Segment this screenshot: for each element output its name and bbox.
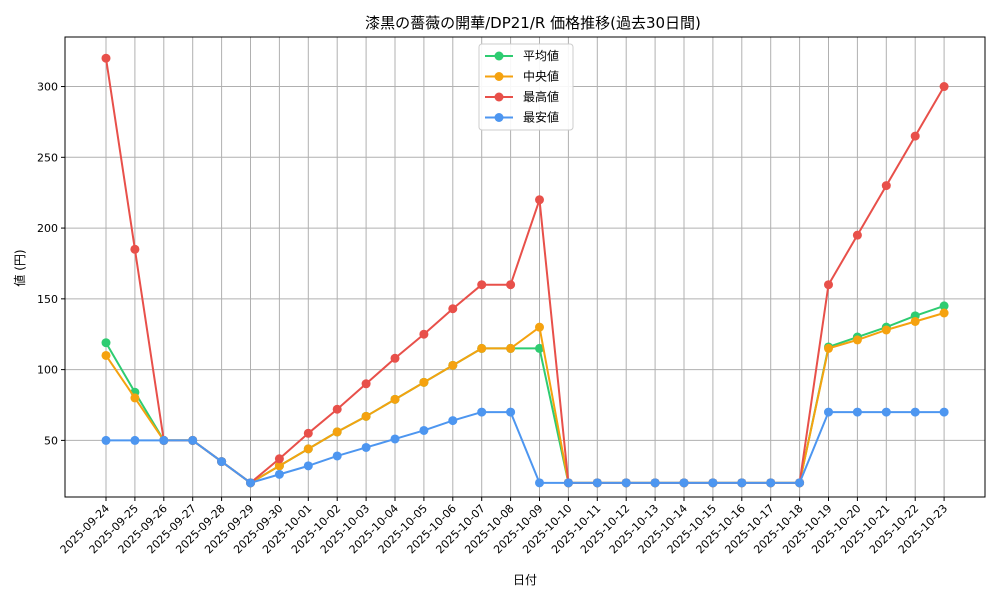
data-point: [159, 435, 169, 445]
data-point: [448, 416, 458, 426]
data-point: [506, 407, 516, 417]
data-point: [303, 461, 313, 471]
data-point: [332, 427, 342, 437]
data-point: [448, 304, 458, 314]
data-point: [852, 230, 862, 240]
y-tick-label: 200: [37, 222, 58, 235]
data-point: [563, 478, 573, 488]
data-point: [592, 478, 602, 488]
y-tick-label: 250: [37, 151, 58, 164]
data-point: [621, 478, 631, 488]
data-point: [246, 478, 255, 488]
data-point: [361, 379, 371, 389]
legend-swatch-marker: [494, 113, 504, 122]
plot-frame: [64, 36, 986, 498]
data-point: [679, 478, 689, 488]
data-point: [101, 338, 111, 348]
legend-entry-label: 中央値: [523, 69, 559, 84]
series-3: [101, 407, 949, 488]
data-point: [852, 407, 862, 417]
data-point: [477, 280, 487, 290]
data-point: [361, 442, 371, 452]
chart-title: 漆黒の薔薇の開華/DP21/R 価格推移(過去30日間): [365, 14, 701, 32]
data-point: [217, 457, 227, 467]
data-point: [101, 53, 111, 63]
data-point: [535, 343, 544, 353]
legend-swatch-marker: [494, 72, 504, 81]
data-point: [910, 131, 920, 141]
data-point: [419, 425, 429, 435]
y-tick-label: 300: [37, 81, 58, 94]
data-point: [824, 280, 833, 290]
data-point: [477, 407, 487, 417]
data-point: [390, 434, 400, 444]
data-point: [535, 478, 544, 488]
data-point: [939, 82, 949, 92]
data-point: [101, 350, 111, 360]
data-point: [274, 461, 284, 471]
legend-swatch-marker: [494, 92, 504, 102]
data-point: [910, 316, 920, 326]
data-point: [130, 244, 140, 254]
data-point: [506, 280, 516, 290]
y-axis-label: 値 (円): [12, 249, 27, 286]
y-tick-label: 150: [37, 293, 58, 306]
data-point: [881, 407, 891, 417]
data-point: [650, 478, 660, 488]
legend-entry-label: 平均値: [523, 48, 559, 63]
series-line: [105, 312, 945, 484]
data-point: [708, 478, 718, 488]
data-point: [274, 469, 284, 479]
data-point: [535, 195, 544, 205]
data-point: [303, 428, 313, 438]
data-point: [477, 343, 487, 353]
y-tick-labels: 50 100 150 200 250 300: [37, 81, 65, 447]
data-point: [101, 435, 111, 445]
legend-box: [478, 43, 574, 131]
data-point: [130, 393, 140, 403]
data-point: [332, 451, 342, 461]
data-point: [448, 360, 458, 370]
y-tick-label: 100: [37, 364, 58, 377]
legend-entry-label: 最高値: [523, 89, 559, 104]
data-point: [303, 444, 313, 454]
data-point: [506, 343, 516, 353]
data-point: [881, 181, 891, 191]
grid-layer: [65, 37, 985, 497]
data-point: [361, 411, 371, 421]
data-point: [390, 353, 400, 363]
data-point: [939, 301, 949, 311]
data-point: [332, 404, 342, 414]
data-point: [939, 407, 949, 417]
x-axis-label: 日付: [513, 573, 537, 587]
data-point: [419, 329, 429, 339]
data-point: [419, 377, 429, 387]
series-layer: [101, 53, 949, 488]
data-point: [390, 394, 400, 404]
data-point: [188, 435, 198, 445]
legend-swatch-marker: [494, 51, 504, 61]
data-point: [910, 407, 920, 417]
data-point: [130, 435, 140, 445]
data-point: [939, 308, 949, 318]
y-tick-label: 50: [44, 434, 58, 447]
series-line: [106, 411, 945, 484]
data-point: [881, 325, 891, 335]
data-point: [737, 478, 747, 488]
data-point: [824, 407, 833, 417]
x-tick-labels: 2025-09-242025-09-252025-09-262025-09-27…: [58, 497, 950, 556]
data-point: [795, 478, 805, 488]
data-point: [535, 322, 544, 332]
data-point: [852, 335, 862, 345]
data-point: [824, 343, 833, 353]
data-point: [274, 454, 284, 464]
data-point: [766, 478, 776, 488]
legend-entry-label: 最安値: [523, 110, 559, 125]
